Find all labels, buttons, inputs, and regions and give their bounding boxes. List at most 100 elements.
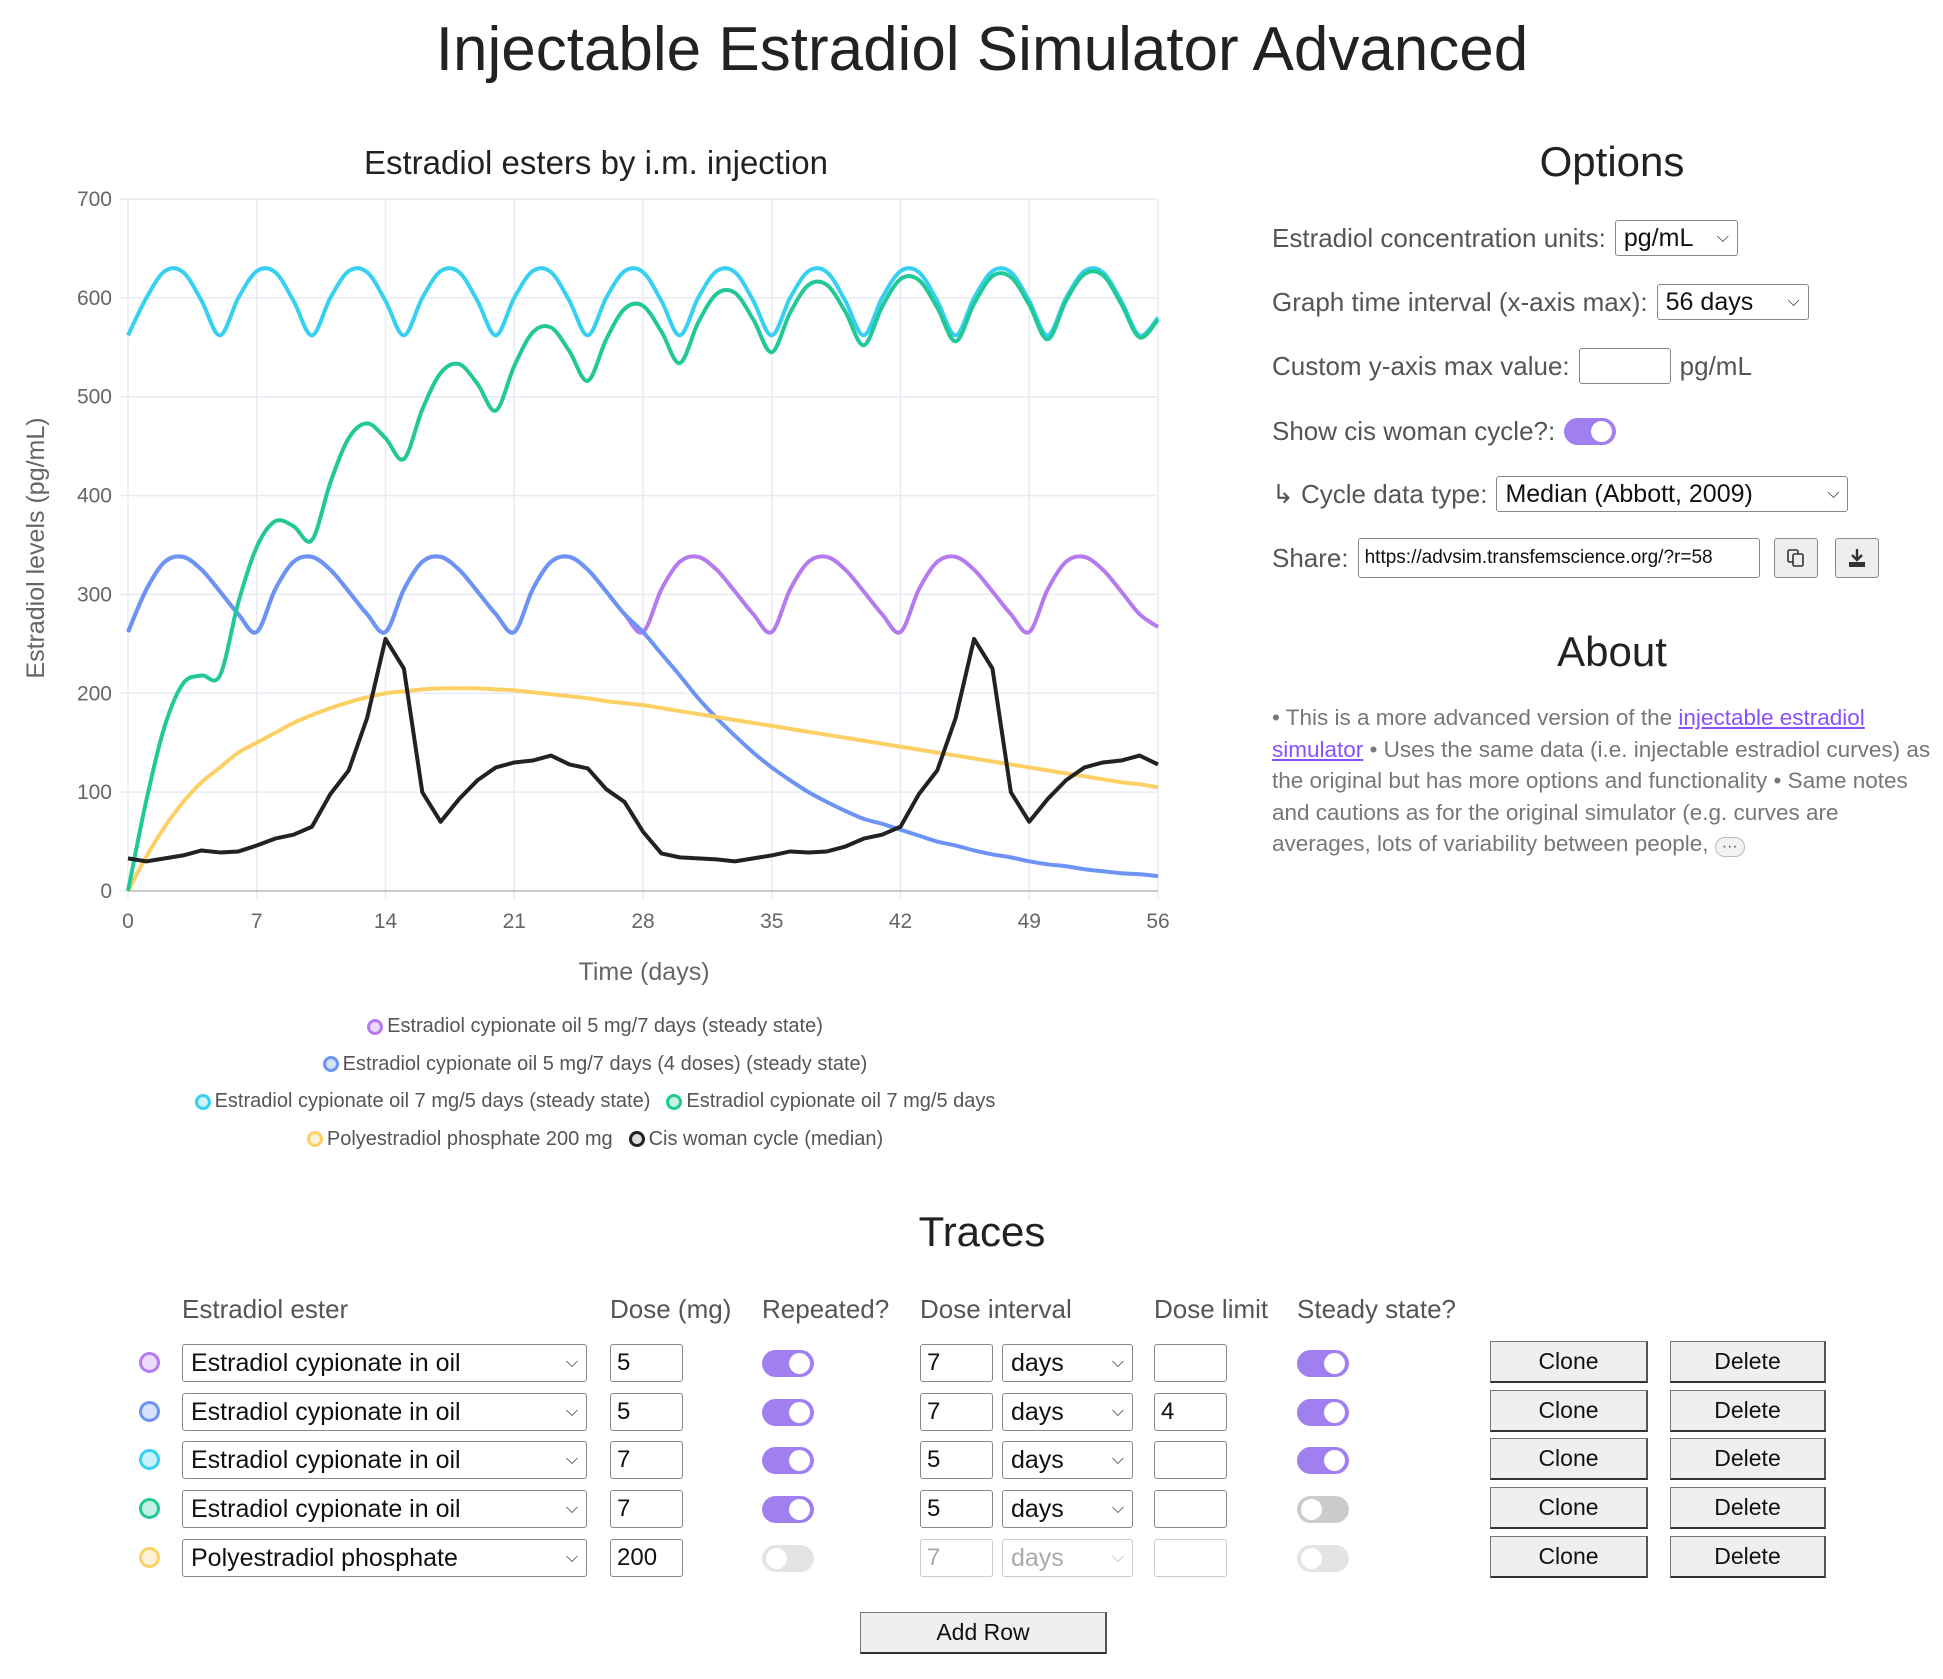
repeated-toggle[interactable] (762, 1545, 814, 1572)
header-dose: Dose (mg) (610, 1294, 732, 1324)
interval-unit-select[interactable]: days ⌵ (1002, 1490, 1133, 1528)
dose-limit-input[interactable] (1154, 1490, 1227, 1528)
chevron-down-icon: ⌵ (565, 1403, 578, 1420)
header-ester: Estradiol ester (182, 1294, 349, 1324)
expand-more-button[interactable]: ··· (1714, 837, 1745, 857)
about-heading: About (1557, 628, 1667, 675)
delete-button[interactable]: Delete (1670, 1487, 1826, 1529)
delete-button[interactable]: Delete (1670, 1390, 1826, 1432)
add-row-button[interactable]: Add Row (860, 1612, 1107, 1654)
interval-unit-select[interactable]: days ⌵ (1002, 1539, 1133, 1577)
repeated-toggle[interactable] (762, 1447, 814, 1474)
ester-select[interactable]: Estradiol cypionate in oil ⌵ (182, 1393, 587, 1431)
share-url-input[interactable]: https://advsim.transfemscience.org/?r=58 (1357, 538, 1760, 578)
dose-input[interactable]: 7 (610, 1490, 683, 1528)
share-option: Share: https://advsim.transfemscience.or… (1272, 538, 1879, 578)
ester-select[interactable]: Estradiol cypionate in oil ⌵ (182, 1490, 587, 1528)
x-tick-label: 14 (374, 910, 398, 933)
about-text: • This is a more advanced version of the… (1272, 705, 1931, 857)
clone-button[interactable]: Clone (1490, 1341, 1648, 1383)
steady-state-toggle[interactable] (1297, 1496, 1349, 1523)
cycle-toggle[interactable] (1564, 417, 1617, 445)
trace-row: Estradiol cypionate in oil ⌵ 5 7 days ⌵ 4 … (0, 1390, 1943, 1432)
dose-input[interactable]: 7 (610, 1441, 683, 1479)
interval-select[interactable]: 56 days ⌵ (1656, 284, 1809, 320)
interval-unit-select[interactable]: days ⌵ (1002, 1393, 1133, 1431)
repeated-toggle[interactable] (762, 1350, 814, 1377)
trace-color-icon (139, 1449, 160, 1470)
chart-title: Estradiol esters by i.m. injection (364, 144, 828, 181)
clone-button[interactable]: Clone (1490, 1438, 1648, 1480)
download-button[interactable] (1834, 538, 1879, 578)
chevron-down-icon: ⌵ (565, 1451, 578, 1468)
ester-select[interactable]: Estradiol cypionate in oil ⌵ (182, 1344, 587, 1382)
trace-color-icon (139, 1547, 160, 1568)
series-line (126, 554, 1159, 879)
units-select[interactable]: pg/mL ⌵ (1614, 220, 1738, 256)
series-line (126, 269, 1160, 892)
cycle-option: Show cis woman cycle?: (1272, 411, 1617, 451)
chevron-down-icon: ⌵ (565, 1500, 578, 1517)
dose-input[interactable]: 5 (610, 1393, 683, 1431)
chart: Estradiol esters by i.m. injection Estra… (22, 144, 1170, 986)
x-tick-label: 7 (251, 910, 263, 933)
interval-input[interactable]: 5 (920, 1441, 993, 1479)
copy-button[interactable] (1773, 538, 1818, 578)
ymax-input[interactable] (1578, 348, 1671, 384)
x-tick-label: 56 (1146, 910, 1169, 933)
legend-item[interactable]: Estradiol cypionate oil 7 mg/5 days (666, 1090, 995, 1113)
legend-item[interactable]: Estradiol cypionate oil 5 mg/7 days (ste… (367, 1015, 823, 1038)
dose-input[interactable]: 5 (610, 1344, 683, 1382)
y-tick-label: 0 (100, 880, 112, 903)
dose-limit-input[interactable]: 4 (1154, 1393, 1227, 1431)
legend-item[interactable]: Estradiol cypionate oil 7 mg/5 days (ste… (194, 1090, 650, 1113)
y-tick-label: 500 (77, 386, 112, 409)
clone-button[interactable]: Clone (1490, 1390, 1648, 1432)
clone-button[interactable]: Clone (1490, 1536, 1648, 1578)
x-tick-label: 35 (760, 910, 783, 933)
legend-marker-icon (367, 1018, 384, 1035)
cycle-type-select[interactable]: Median (Abbott, 2009) ⌵ (1496, 476, 1849, 512)
interval-input[interactable]: 7 (920, 1344, 993, 1382)
dose-limit-input[interactable] (1154, 1539, 1227, 1577)
original-simulator-link[interactable]: injectable estradiol simulator (1272, 705, 1865, 762)
download-icon (1848, 549, 1865, 567)
legend-item[interactable]: Cis woman cycle (median) (628, 1128, 883, 1151)
dose-limit-input[interactable] (1154, 1441, 1227, 1479)
y-tick-label: 600 (77, 287, 112, 310)
ester-select[interactable]: Polyestradiol phosphate ⌵ (182, 1539, 587, 1577)
x-tick-label: 42 (889, 910, 912, 933)
delete-button[interactable]: Delete (1670, 1536, 1826, 1578)
repeated-toggle[interactable] (762, 1496, 814, 1523)
repeated-toggle[interactable] (762, 1399, 814, 1426)
chevron-down-icon: ⌵ (565, 1549, 578, 1566)
interval-input[interactable]: 5 (920, 1490, 993, 1528)
trace-color-icon (139, 1352, 160, 1373)
steady-state-toggle[interactable] (1297, 1399, 1349, 1426)
interval-input[interactable]: 7 (920, 1393, 993, 1431)
options-heading: Options (1539, 138, 1685, 185)
interval-input[interactable]: 7 (920, 1539, 993, 1577)
y-tick-label: 400 (77, 485, 112, 508)
steady-state-toggle[interactable] (1297, 1545, 1349, 1572)
delete-button[interactable]: Delete (1670, 1341, 1826, 1383)
steady-state-toggle[interactable] (1297, 1350, 1349, 1377)
ester-select[interactable]: Estradiol cypionate in oil ⌵ (182, 1441, 587, 1479)
dose-limit-input[interactable] (1154, 1344, 1227, 1382)
legend-item[interactable]: Estradiol cypionate oil 5 mg/7 days (4 d… (322, 1053, 867, 1076)
interval-unit-select[interactable]: days ⌵ (1002, 1344, 1133, 1382)
steady-state-toggle[interactable] (1297, 1447, 1349, 1474)
ymax-option: Custom y-axis max value: pg/mL (1272, 346, 1752, 386)
y-tick-label: 100 (77, 781, 112, 804)
delete-button[interactable]: Delete (1670, 1438, 1826, 1480)
chevron-down-icon: ⌵ (1111, 1500, 1124, 1517)
y-axis-label: Estradiol levels (pg/mL) (22, 417, 50, 678)
trace-color-icon (139, 1401, 160, 1422)
interval-option: Graph time interval (x-axis max): 56 day… (1272, 282, 1809, 322)
trace-row: Polyestradiol phosphate ⌵ 200 7 days ⌵ Clo… (0, 1536, 1943, 1578)
dose-input[interactable]: 200 (610, 1539, 683, 1577)
clone-button[interactable]: Clone (1490, 1487, 1648, 1529)
header-interval: Dose interval (920, 1294, 1072, 1324)
legend-item[interactable]: Polyestradiol phosphate 200 mg (306, 1128, 613, 1151)
interval-unit-select[interactable]: days ⌵ (1002, 1441, 1133, 1479)
